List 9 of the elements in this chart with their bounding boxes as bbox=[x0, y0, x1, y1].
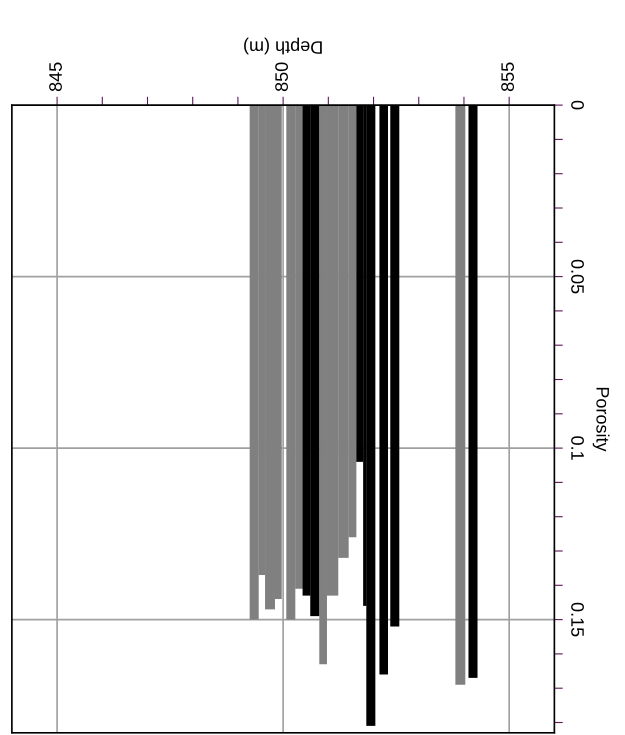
x-tick-label: 855 bbox=[501, 62, 514, 92]
x-axis-title: Depth (m) bbox=[244, 38, 322, 54]
x-tick-label: 850 bbox=[275, 62, 288, 92]
y-axis-title: Porosity bbox=[592, 388, 610, 452]
y-tick-label: 0.15 bbox=[571, 602, 584, 636]
y-tick-label: 0 bbox=[571, 100, 584, 110]
x-tick-label: 845 bbox=[49, 62, 62, 92]
y-tick-label: 0.1 bbox=[571, 436, 584, 460]
y-tick-label: 0.05 bbox=[571, 260, 584, 294]
